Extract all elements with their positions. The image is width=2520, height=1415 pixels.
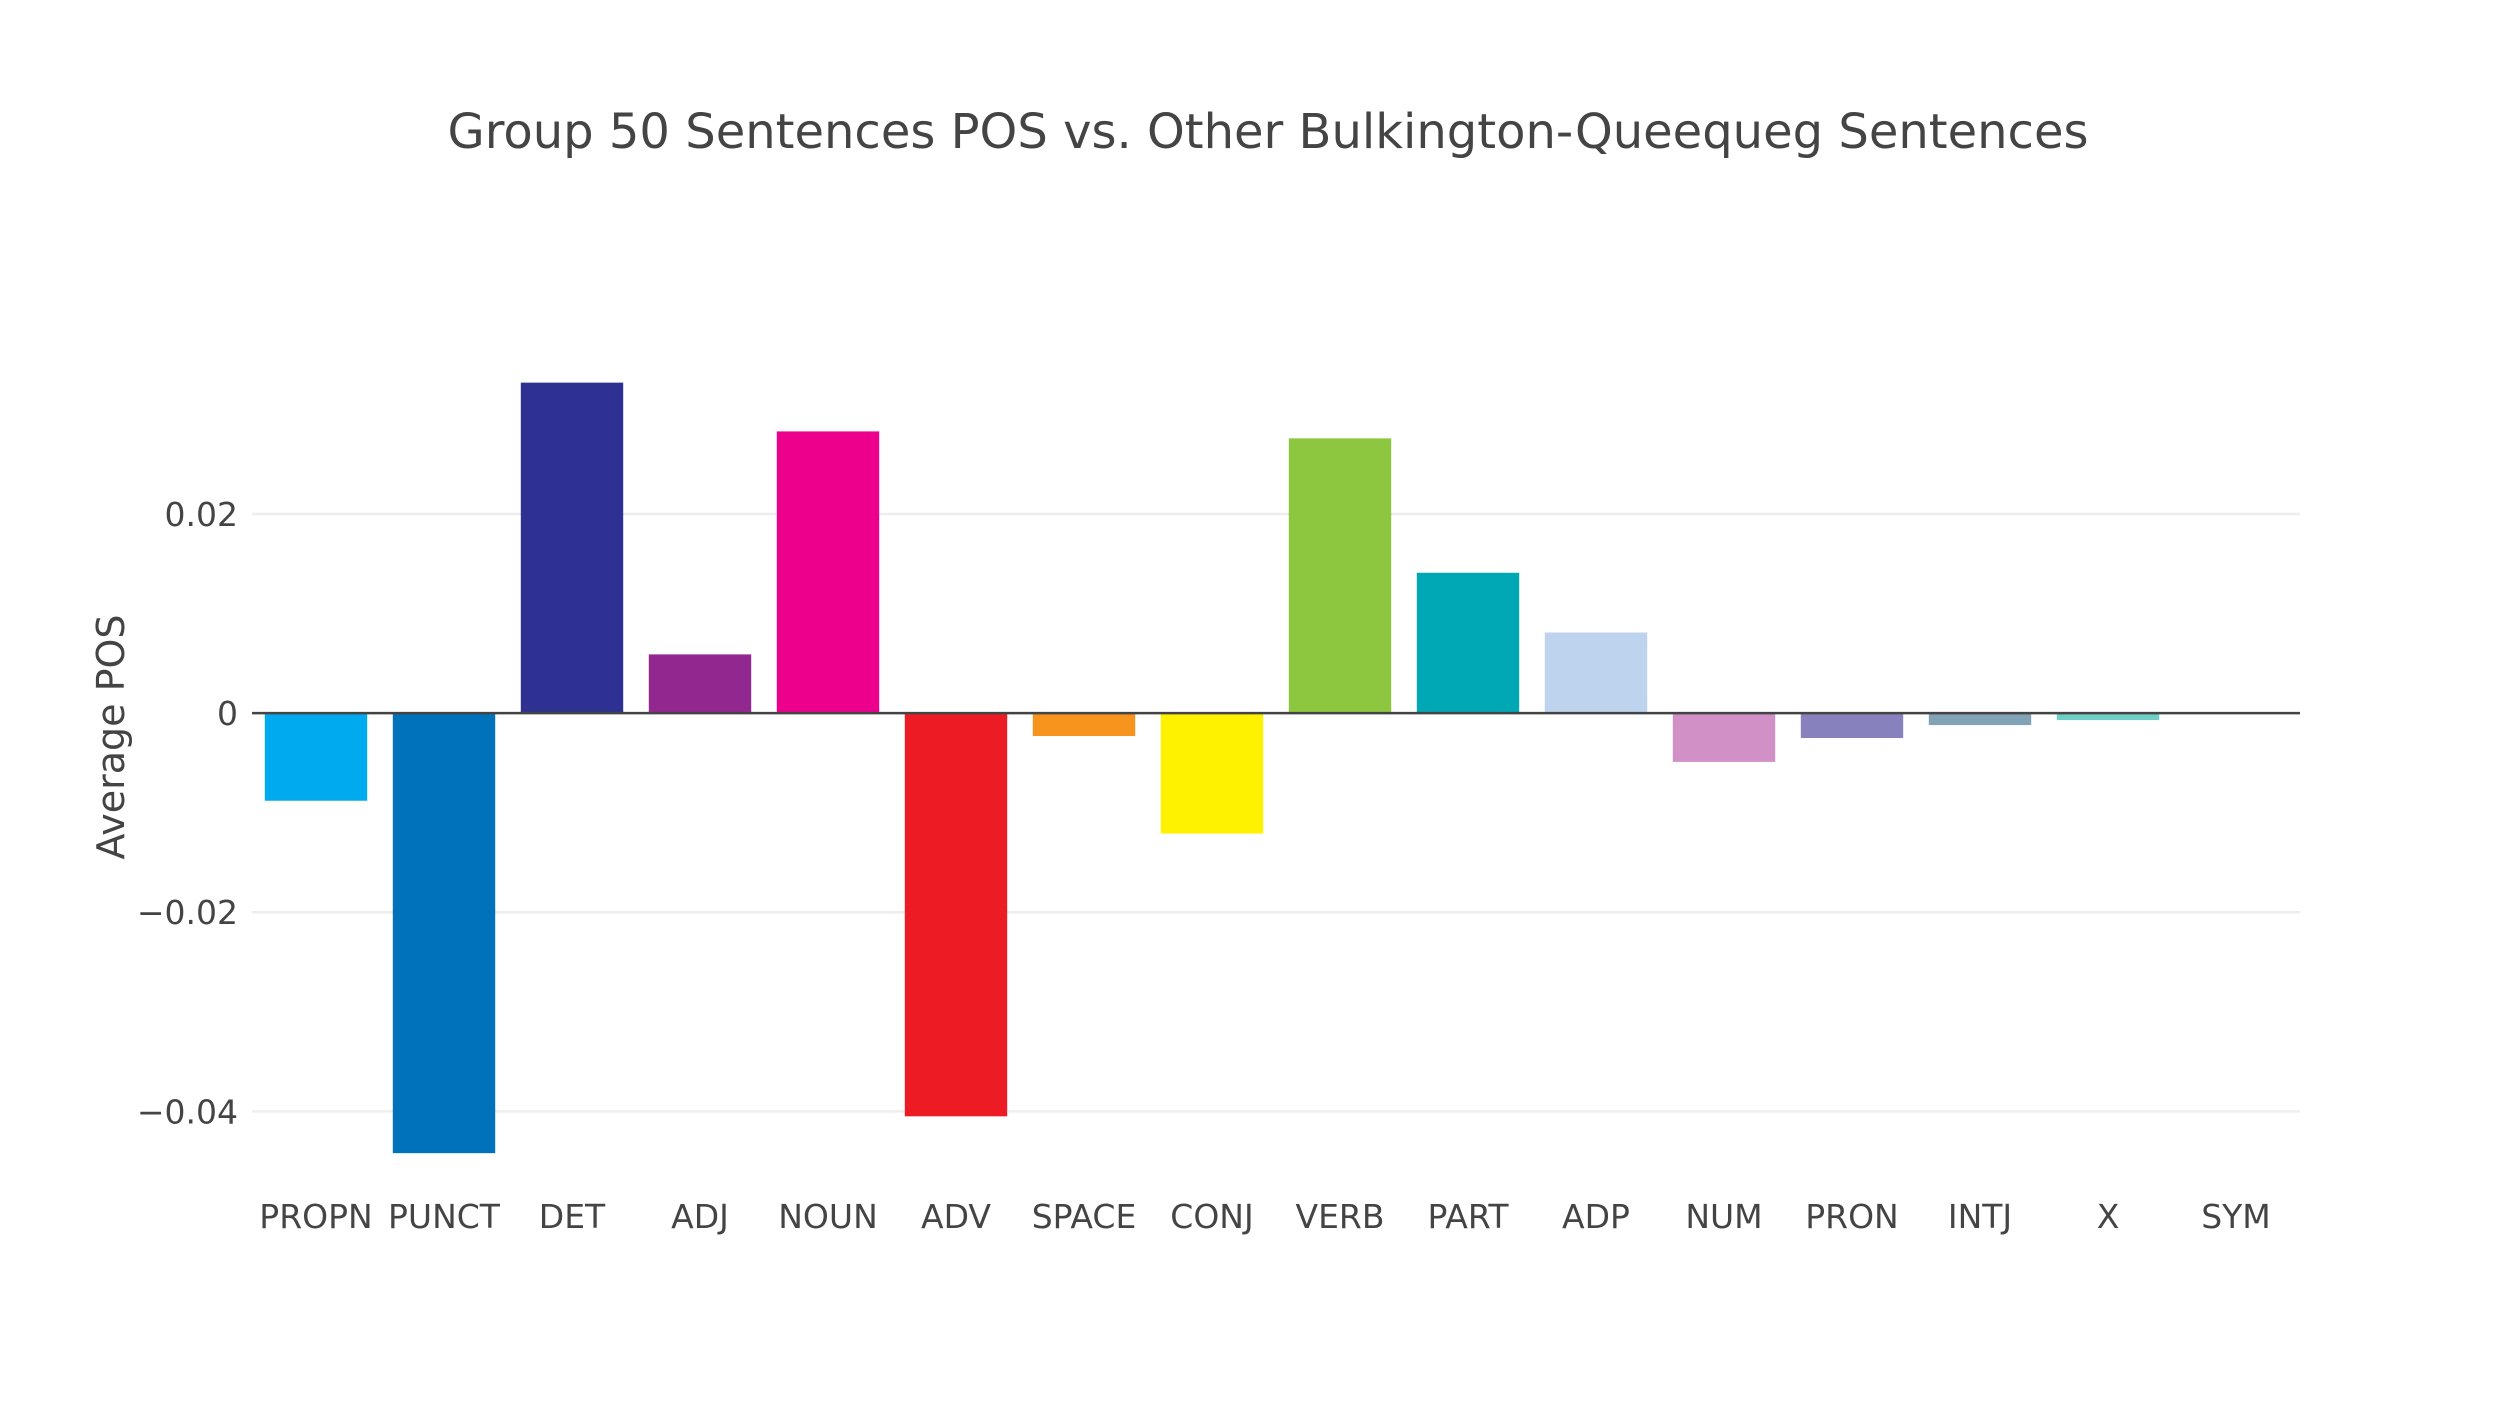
bar-part <box>1416 572 1520 714</box>
bar-adp <box>1544 632 1648 714</box>
x-tick-label-conj: CONJ <box>1170 1197 1253 1236</box>
y-tick-label: 0.02 <box>165 495 238 534</box>
bar-adv <box>904 713 1008 1117</box>
x-tick-label-adj: ADJ <box>671 1197 729 1236</box>
bar-verb <box>1288 438 1392 714</box>
x-tick-label-num: NUM <box>1685 1197 1762 1236</box>
bar-intj <box>1928 713 2032 726</box>
x-tick-label-pron: PRON <box>1805 1197 1899 1236</box>
bar-punct <box>392 713 496 1154</box>
bar-num <box>1672 713 1776 762</box>
chart-title: Group 50 Sentences POS vs. Other Bulking… <box>448 104 2089 160</box>
y-tick-label: −0.02 <box>137 893 238 932</box>
y-axis-ticks: −0.04 −0.02 0 0.02 <box>137 495 238 1131</box>
bar-pron <box>1800 713 1904 739</box>
x-tick-label-noun: NOUN <box>778 1197 878 1236</box>
bar-det <box>520 382 624 714</box>
y-tick-label: −0.04 <box>137 1092 238 1131</box>
x-tick-label-det: DET <box>539 1197 606 1236</box>
x-axis-ticks: PROPN PUNCT DET ADJ NOUN ADV SPACE CONJ VERB PART… <box>259 1197 2270 1236</box>
x-tick-label-part: PART <box>1427 1197 1509 1236</box>
y-tick-label: 0 <box>217 694 238 733</box>
bar-adj <box>648 654 752 714</box>
bar-propn <box>264 713 368 801</box>
bar-conj <box>1160 713 1264 834</box>
bar-x <box>2056 713 2160 721</box>
x-tick-label-space: SPACE <box>1032 1197 1137 1236</box>
x-tick-label-sym: SYM <box>2201 1197 2271 1236</box>
y-axis-title: Average POS <box>89 614 133 859</box>
bar-space <box>1032 713 1136 737</box>
x-tick-label-intj: INTJ <box>1948 1197 2012 1236</box>
bars <box>264 382 2160 1154</box>
x-tick-label-adp: ADP <box>1562 1197 1630 1236</box>
x-tick-label-adv: ADV <box>921 1197 991 1236</box>
x-tick-label-propn: PROPN <box>259 1197 372 1236</box>
x-tick-label-punct: PUNCT <box>388 1197 501 1236</box>
x-tick-label-x: X <box>2097 1197 2120 1236</box>
x-tick-label-verb: VERB <box>1296 1197 1385 1236</box>
bar-noun <box>776 431 880 714</box>
